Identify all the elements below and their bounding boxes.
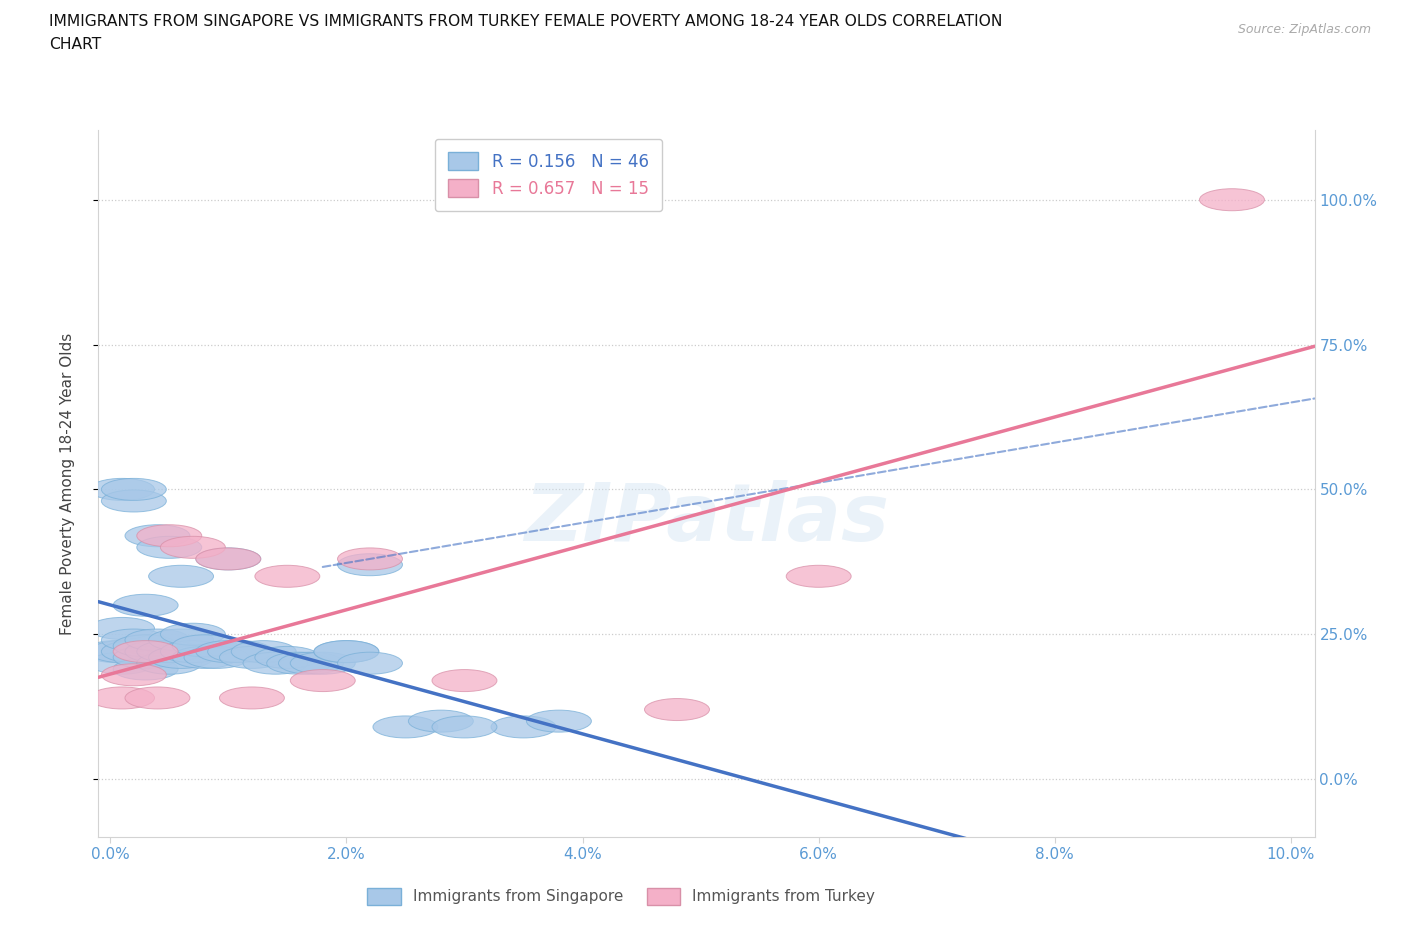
Ellipse shape — [254, 565, 319, 588]
Ellipse shape — [112, 658, 179, 680]
Ellipse shape — [278, 652, 343, 674]
Ellipse shape — [1199, 189, 1264, 211]
Ellipse shape — [101, 490, 166, 512]
Ellipse shape — [90, 641, 155, 662]
Ellipse shape — [125, 641, 190, 662]
Ellipse shape — [90, 652, 155, 674]
Ellipse shape — [125, 629, 190, 651]
Ellipse shape — [136, 641, 201, 662]
Ellipse shape — [184, 646, 249, 669]
Ellipse shape — [84, 641, 149, 662]
Ellipse shape — [432, 670, 496, 692]
Ellipse shape — [290, 670, 356, 692]
Ellipse shape — [125, 687, 190, 709]
Ellipse shape — [149, 629, 214, 651]
Ellipse shape — [160, 623, 225, 645]
Ellipse shape — [219, 687, 284, 709]
Ellipse shape — [373, 716, 437, 737]
Ellipse shape — [136, 537, 201, 558]
Ellipse shape — [195, 548, 260, 570]
Ellipse shape — [231, 641, 297, 662]
Text: Source: ZipAtlas.com: Source: ZipAtlas.com — [1237, 23, 1371, 36]
Ellipse shape — [136, 525, 201, 547]
Ellipse shape — [314, 641, 378, 662]
Ellipse shape — [526, 711, 592, 732]
Ellipse shape — [112, 594, 179, 617]
Ellipse shape — [290, 652, 356, 674]
Text: CHART: CHART — [49, 37, 101, 52]
Ellipse shape — [243, 652, 308, 674]
Ellipse shape — [90, 618, 155, 640]
Ellipse shape — [337, 553, 402, 576]
Ellipse shape — [208, 641, 273, 662]
Ellipse shape — [172, 635, 238, 657]
Ellipse shape — [644, 698, 710, 721]
Ellipse shape — [491, 716, 555, 737]
Ellipse shape — [149, 646, 214, 669]
Legend: Immigrants from Singapore, Immigrants from Turkey: Immigrants from Singapore, Immigrants fr… — [361, 882, 882, 910]
Ellipse shape — [254, 646, 319, 669]
Text: ZIPatlas: ZIPatlas — [524, 480, 889, 558]
Ellipse shape — [149, 565, 214, 588]
Ellipse shape — [337, 548, 402, 570]
Ellipse shape — [90, 687, 155, 709]
Ellipse shape — [172, 646, 238, 669]
Ellipse shape — [314, 641, 378, 662]
Ellipse shape — [195, 641, 260, 662]
Ellipse shape — [160, 641, 225, 662]
Ellipse shape — [160, 537, 225, 558]
Text: IMMIGRANTS FROM SINGAPORE VS IMMIGRANTS FROM TURKEY FEMALE POVERTY AMONG 18-24 Y: IMMIGRANTS FROM SINGAPORE VS IMMIGRANTS … — [49, 14, 1002, 29]
Ellipse shape — [432, 716, 496, 737]
Ellipse shape — [112, 646, 179, 669]
Ellipse shape — [267, 652, 332, 674]
Ellipse shape — [219, 646, 284, 669]
Ellipse shape — [101, 641, 166, 662]
Ellipse shape — [101, 664, 166, 685]
Ellipse shape — [136, 652, 201, 674]
Ellipse shape — [195, 548, 260, 570]
Ellipse shape — [786, 565, 851, 588]
Ellipse shape — [125, 525, 190, 547]
Y-axis label: Female Poverty Among 18-24 Year Olds: Female Poverty Among 18-24 Year Olds — [60, 333, 75, 635]
Ellipse shape — [112, 635, 179, 657]
Ellipse shape — [408, 711, 474, 732]
Ellipse shape — [101, 629, 166, 651]
Ellipse shape — [90, 478, 155, 500]
Ellipse shape — [337, 652, 402, 674]
Ellipse shape — [112, 641, 179, 662]
Ellipse shape — [101, 478, 166, 500]
